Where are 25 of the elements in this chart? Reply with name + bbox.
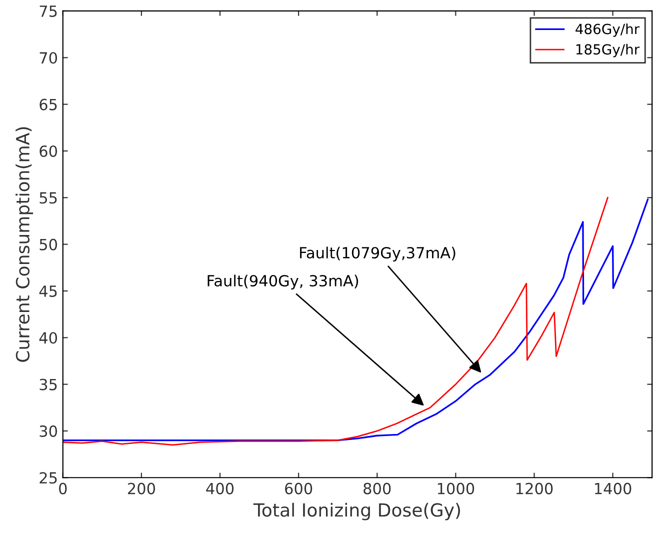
annotation: Fault(1079Gy,37mA) (300, 246, 456, 262)
y-tick-label: 40 (39, 332, 58, 344)
y-tick-label: 30 (40, 425, 58, 437)
x-tick-label: 1400 (595, 482, 632, 494)
legend-label: 486Gy/hr (576, 23, 640, 37)
y-tick-label: 35 (40, 378, 57, 390)
y-tick-label: 75 (40, 6, 57, 17)
y-tick-label: 70 (40, 52, 58, 64)
y-tick-label: 50 (40, 238, 58, 250)
y-tick-label: 60 (40, 145, 58, 157)
x-tick-label: 600 (285, 482, 312, 494)
x-axis-title: Total Ionizing Dose(Gy) (253, 502, 460, 520)
x-tick-label: 1000 (438, 482, 474, 494)
x-tick-label: 800 (364, 482, 391, 494)
y-tick-label: 25 (40, 472, 57, 484)
y-axis-title: Current Consumption(mA) (16, 127, 34, 362)
y-tick-label: 65 (40, 98, 57, 110)
annotation: Fault(940Gy, 33mA) (208, 274, 358, 290)
y-tick-label: 55 (40, 192, 57, 204)
x-tick-label: 200 (128, 482, 156, 494)
x-tick-label: 0 (59, 482, 67, 494)
y-tick-label: 45 (39, 286, 57, 297)
x-tick-label: 400 (206, 482, 234, 494)
x-tick-label: 1200 (516, 482, 553, 494)
legend-label: 185Gy/hr (576, 44, 640, 58)
